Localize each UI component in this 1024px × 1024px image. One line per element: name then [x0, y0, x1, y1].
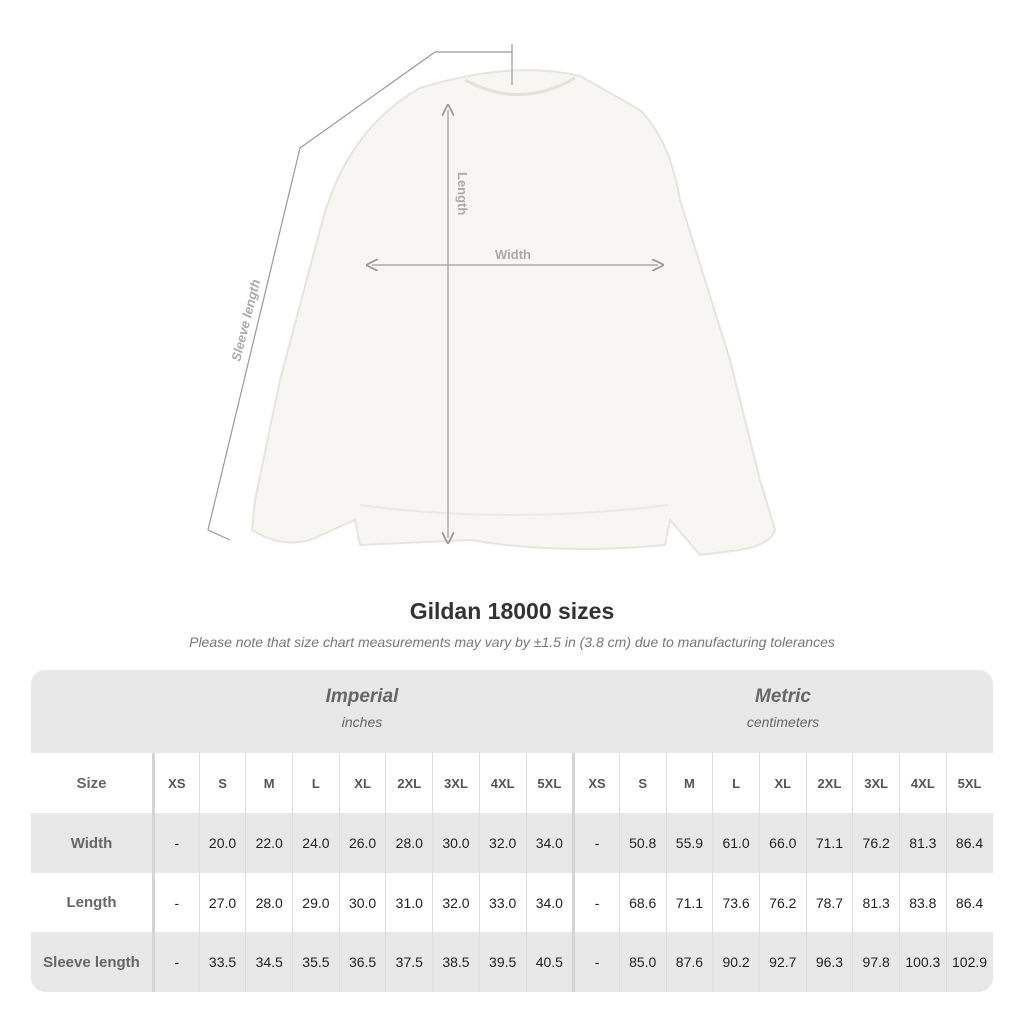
imperial-value-cell: 34.5 [245, 932, 292, 992]
imperial-value-cell: 32.0 [432, 873, 479, 932]
imperial-value-cell: 29.0 [292, 873, 339, 932]
sweatshirt-illustration: Length Width Sleeve length [207, 44, 777, 557]
imperial-title: Imperial [325, 686, 399, 707]
imperial-value-cell: 20.0 [198, 813, 246, 873]
size-header-metric: XL [758, 753, 806, 813]
unit-header-band: Imperial inches Metric centimeters [31, 670, 993, 753]
metric-value-cell: 71.1 [805, 813, 853, 873]
imperial-value-cell: 22.0 [245, 813, 292, 873]
metric-value-cell: 96.3 [805, 932, 853, 992]
imperial-value-cell: 37.5 [385, 932, 432, 992]
imperial-value-cell: 24.0 [292, 813, 339, 873]
imperial-value-cell: 39.5 [478, 932, 526, 992]
page-title: Gildan 18000 sizes [409, 598, 615, 624]
metric-value-cell: - [572, 873, 619, 932]
metric-value-cell: 81.3 [852, 873, 899, 932]
size-header-imperial: 2XL [385, 753, 432, 813]
metric-value-cell: 87.6 [665, 932, 713, 992]
metric-value-cell: 71.1 [665, 873, 713, 932]
metric-value-cell: 97.8 [852, 932, 899, 992]
size-header-imperial: L [292, 753, 339, 813]
metric-value-cell: 66.0 [758, 813, 806, 873]
size-header-imperial: XS [152, 753, 199, 813]
imperial-value-cell: 35.5 [292, 932, 339, 992]
imperial-value-cell: 28.0 [385, 813, 432, 873]
metric-value-cell: 78.7 [805, 873, 853, 932]
metric-value-cell: 50.8 [618, 813, 666, 873]
size-label: Size [76, 774, 107, 792]
length-label: Length [455, 172, 470, 215]
imperial-value-cell: 28.0 [245, 873, 292, 932]
size-header-row: Size XS S M L XL 2XL 3XL 4XL 5XL XS S M L XL 2XL 3XL 4XL… [31, 753, 993, 813]
imperial-unit: inches [341, 714, 383, 730]
imperial-value-cell: 34.0 [525, 813, 573, 873]
metric-value-cell: 68.6 [618, 873, 666, 932]
metric-value-cell: 81.3 [899, 813, 946, 873]
imperial-value-cell: 40.5 [525, 932, 573, 992]
imperial-value-cell: - [152, 813, 199, 873]
metric-value-cell: 83.8 [899, 873, 946, 932]
size-header-metric: L [712, 753, 759, 813]
imperial-value-cell: 27.0 [198, 873, 246, 932]
imperial-header: Imperial inches [152, 686, 572, 730]
metric-unit: centimeters [746, 714, 820, 730]
metric-title: Metric [755, 686, 811, 707]
row-label: Length [66, 894, 117, 911]
size-header-imperial: S [198, 753, 246, 813]
imperial-value-cell: 33.0 [478, 873, 526, 932]
size-header-metric: 5XL [945, 753, 993, 813]
row-label: Sleeve length [43, 953, 140, 971]
imperial-value-cell: 34.0 [525, 873, 573, 932]
metric-value-cell: 85.0 [618, 932, 666, 992]
metric-value-cell: 61.0 [712, 813, 759, 873]
imperial-value-cell: 31.0 [385, 873, 432, 932]
imperial-value-cell: 38.5 [432, 932, 479, 992]
table-row: Width -20.0 22.0 24.0 26.0 28.0 30.0 32.0 34.0-5… [31, 813, 993, 873]
imperial-value-cell: 36.5 [338, 932, 386, 992]
size-header-imperial: 5XL [525, 753, 573, 813]
metric-value-cell: 55.9 [665, 813, 713, 873]
size-header-metric: 3XL [852, 753, 899, 813]
metric-value-cell: 76.2 [758, 873, 806, 932]
metric-value-cell: 76.2 [852, 813, 899, 873]
width-label: Width [495, 247, 531, 262]
size-header-metric: S [618, 753, 666, 813]
metric-value-cell: 92.7 [758, 932, 806, 992]
row-label: Width [70, 834, 113, 852]
size-header-imperial: 4XL [478, 753, 526, 813]
imperial-value-cell: 32.0 [478, 813, 526, 873]
metric-value-cell: 90.2 [712, 932, 759, 992]
imperial-value-cell: 26.0 [338, 813, 386, 873]
metric-value-cell: - [572, 932, 619, 992]
imperial-value-cell: 30.0 [432, 813, 479, 873]
sweatshirt [250, 69, 777, 557]
metric-value-cell: 100.3 [899, 932, 946, 992]
metric-value-cell: - [572, 813, 619, 873]
size-header-imperial: XL [338, 753, 386, 813]
size-header-metric: M [665, 753, 713, 813]
sleeve-arrow [207, 51, 512, 541]
size-header-imperial: 3XL [432, 753, 479, 813]
imperial-value-cell: - [152, 873, 199, 932]
imperial-value-cell: 30.0 [338, 873, 386, 932]
table-row: Length -27.0 28.0 29.0 30.0 31.0 32.0 33.0 34.0-… [31, 873, 993, 932]
tolerance-note: Please note that size chart measurements… [189, 634, 835, 650]
metric-value-cell: 86.4 [945, 813, 993, 873]
size-header-metric: 2XL [805, 753, 853, 813]
size-header-imperial: M [245, 753, 292, 813]
imperial-value-cell: 33.5 [198, 932, 246, 992]
table-row: Sleeve length -33.5 34.5 35.5 36.5 37.5 38.5 39… [31, 932, 993, 992]
metric-value-cell: 102.9 [945, 932, 993, 992]
metric-value-cell: 73.6 [712, 873, 759, 932]
size-header-metric: XS [572, 753, 619, 813]
metric-header: Metric centimeters [573, 686, 993, 730]
size-header-metric: 4XL [899, 753, 946, 813]
imperial-value-cell: - [152, 932, 199, 992]
size-table: Imperial inches Metric centimeters Size … [31, 670, 993, 992]
metric-value-cell: 86.4 [945, 873, 993, 932]
